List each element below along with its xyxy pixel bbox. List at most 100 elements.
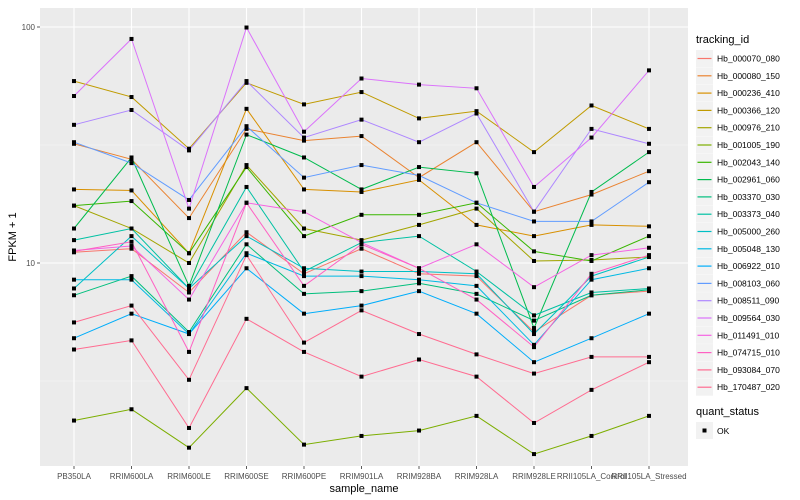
- data-point-Hb_074715_010: [589, 271, 594, 276]
- data-point-Hb_011491_010: [474, 242, 479, 247]
- data-point-Hb_008103_060: [589, 219, 594, 224]
- data-point-Hb_093084_070: [589, 354, 594, 359]
- legend-label: Hb_006922_010: [717, 261, 780, 271]
- data-point-Hb_006922_010: [72, 336, 76, 341]
- data-point-Hb_000236_410: [244, 106, 249, 111]
- data-point-Hb_074715_010: [302, 283, 306, 288]
- data-point-Hb_009564_030: [532, 184, 536, 189]
- data-point-Hb_009564_030: [129, 36, 134, 41]
- data-point-Hb_008511_090: [532, 209, 536, 214]
- data-point-Hb_170487_020: [417, 357, 421, 362]
- data-point-Hb_074715_010: [532, 345, 536, 350]
- data-point-Hb_002043_140: [417, 212, 421, 217]
- x-tick-label: RRIM600PE: [282, 472, 326, 481]
- data-point-Hb_093084_070: [532, 371, 536, 376]
- data-point-Hb_006922_010: [302, 311, 306, 316]
- data-point-Hb_008511_090: [474, 111, 479, 116]
- data-point-Hb_093084_070: [187, 377, 191, 382]
- data-point-Hb_005048_130: [129, 277, 134, 282]
- data-point-Hb_009564_030: [647, 68, 651, 73]
- data-point-Hb_003370_030: [532, 318, 536, 323]
- data-point-Hb_005000_260: [474, 271, 479, 276]
- data-point-Hb_002043_140: [302, 234, 306, 239]
- x-axis: PB350LA RRIM600LA RRIM600LE RRIM600SE RRIM60…: [57, 466, 687, 481]
- data-point-Hb_000366_120: [474, 109, 479, 114]
- x-tick-label: PB350LA: [57, 472, 91, 481]
- data-point-Hb_003373_040: [417, 234, 421, 239]
- data-point-Hb_002043_140: [532, 249, 536, 254]
- data-point-Hb_093084_070: [417, 332, 421, 337]
- data-point-Hb_001005_190: [129, 407, 134, 412]
- data-point-Hb_000236_410: [417, 177, 421, 182]
- data-point-Hb_000070_080: [359, 246, 364, 251]
- data-point-Hb_009564_030: [244, 25, 249, 30]
- data-point-Hb_009564_030: [474, 86, 479, 91]
- data-point-Hb_000366_120: [589, 103, 594, 108]
- data-point-Hb_000080_150: [474, 140, 479, 145]
- x-tick-label: RRIM928LA: [455, 472, 499, 481]
- data-point-Hb_000070_080: [302, 271, 306, 276]
- data-point-Hb_002043_140: [187, 251, 191, 256]
- data-point-Hb_006922_010: [187, 332, 191, 337]
- data-point-Hb_008103_060: [187, 197, 191, 202]
- data-point-Hb_000070_080: [417, 271, 421, 276]
- shape-legend-title: quant_status: [696, 406, 759, 418]
- data-point-Hb_002961_060: [417, 165, 421, 170]
- data-point-Hb_003370_030: [302, 291, 306, 296]
- data-point-Hb_093084_070: [359, 308, 364, 313]
- data-point-Hb_003370_030: [589, 293, 594, 298]
- data-point-Hb_000976_210: [302, 226, 306, 231]
- data-point-Hb_005048_130: [532, 342, 536, 347]
- legend-label: Hb_008511_090: [717, 296, 780, 306]
- data-point-Hb_000080_150: [244, 126, 249, 131]
- data-point-Hb_002961_060: [359, 187, 364, 192]
- data-point-Hb_009564_030: [589, 135, 594, 140]
- x-tick-label: RRII105LA_Stressed: [611, 472, 686, 481]
- data-point-Hb_093084_070: [244, 253, 249, 258]
- data-point-Hb_093084_070: [647, 354, 651, 359]
- data-point-Hb_001005_190: [72, 418, 76, 423]
- data-point-Hb_009564_030: [302, 129, 306, 134]
- y-tick-label: 100: [22, 23, 36, 32]
- data-point-Hb_003370_030: [187, 330, 191, 335]
- data-point-Hb_000080_150: [302, 138, 306, 143]
- legend-label: Hb_074715_010: [717, 348, 780, 358]
- data-point-Hb_093084_070: [129, 303, 134, 308]
- data-point-Hb_006922_010: [647, 311, 651, 316]
- legend-label: Hb_001005_190: [717, 140, 780, 150]
- legend-label: Hb_000236_410: [717, 88, 780, 98]
- data-point-Hb_002043_140: [72, 203, 76, 208]
- data-point-Hb_002043_140: [647, 234, 651, 239]
- data-point-Hb_005000_260: [129, 234, 134, 239]
- data-point-Hb_000070_080: [532, 330, 536, 335]
- data-point-Hb_001005_190: [589, 433, 594, 438]
- data-point-Hb_000236_410: [129, 188, 134, 193]
- legend-label: Hb_005048_130: [717, 244, 780, 254]
- data-point-Hb_005000_260: [302, 266, 306, 271]
- x-tick-label: RRIM600LE: [167, 472, 211, 481]
- data-point-Hb_000976_210: [359, 238, 364, 243]
- data-point-Hb_000366_120: [72, 79, 76, 84]
- legend-label: Hb_008103_060: [717, 278, 780, 288]
- data-point-Hb_002961_060: [244, 132, 249, 137]
- legend-items: Hb_000070_080 Hb_000080_150 Hb_000236_410 H…: [696, 50, 780, 396]
- data-point-Hb_000976_210: [187, 261, 191, 265]
- legend-label: Hb_002043_140: [717, 157, 780, 167]
- data-point-Hb_008511_090: [589, 126, 594, 131]
- data-point-Hb_008103_060: [532, 219, 536, 224]
- data-point-Hb_008103_060: [302, 175, 306, 180]
- legend-label: Hb_005000_260: [717, 227, 780, 237]
- shape-legend-label: OK: [717, 426, 730, 436]
- data-point-Hb_005048_130: [359, 274, 364, 279]
- data-point-Hb_002961_060: [532, 326, 536, 331]
- data-point-Hb_006922_010: [474, 311, 479, 316]
- series-points: [72, 25, 651, 457]
- data-point-Hb_003373_040: [302, 269, 306, 274]
- legend-title: tracking_id: [696, 34, 749, 46]
- data-point-Hb_008511_090: [417, 140, 421, 145]
- data-point-Hb_000366_120: [417, 116, 421, 121]
- data-point-Hb_005048_130: [647, 266, 651, 271]
- data-point-Hb_003373_040: [72, 238, 76, 243]
- data-point-Hb_000976_210: [532, 258, 536, 263]
